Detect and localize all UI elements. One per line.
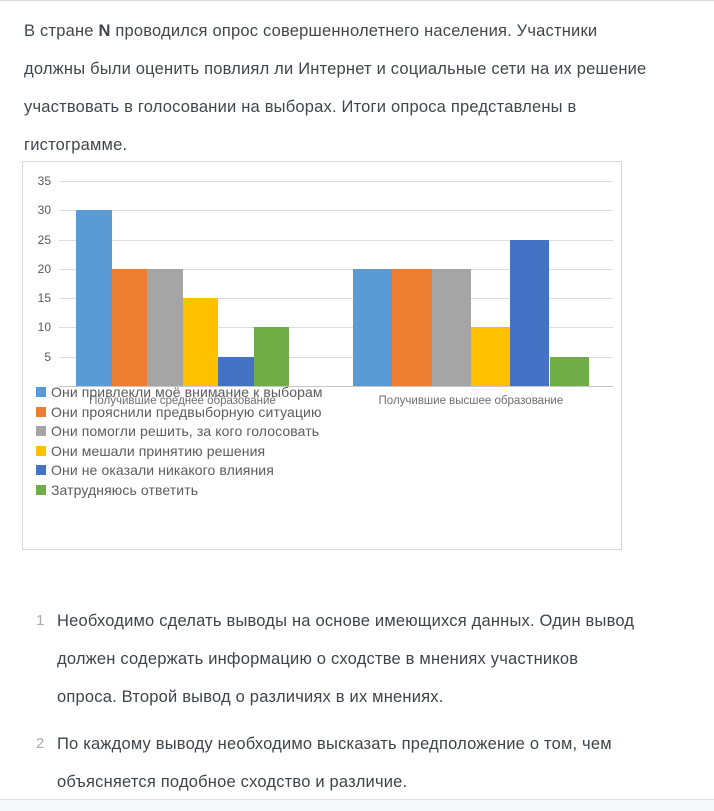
chart-bar [510, 239, 550, 386]
chart-bar [218, 356, 254, 386]
task-number: 1 [36, 612, 45, 629]
chart-bar [392, 268, 432, 386]
y-tick-label: 10 [37, 320, 51, 335]
chart-bar [353, 268, 393, 386]
y-tick-label: 30 [37, 203, 51, 218]
histogram-chart: 5 10 15 20 25 30 35 Получившие среднее образова… [22, 161, 622, 550]
legend-label: Затрудняюсь ответить [51, 482, 199, 498]
task-text-line: объясняется подобное сходство и различие… [57, 773, 408, 791]
chart-bar [147, 268, 183, 386]
task-number: 2 [36, 735, 45, 752]
y-tick-label: 15 [37, 291, 51, 306]
legend-item: Они не оказали никакого влияния [36, 462, 274, 478]
intro-paragraph: В стране N проводился опрос совершенноле… [24, 12, 704, 164]
intro-text: В стране [24, 22, 99, 40]
legend-label: Они не оказали никакого влияния [51, 462, 274, 479]
task-text-line: Необходимо сделать выводы на основе имею… [57, 612, 635, 630]
y-tick-label: 25 [37, 232, 51, 247]
y-gridline [59, 239, 613, 241]
intro-line-4: гистограмме. [24, 136, 128, 154]
intro-text: проводился опрос совершеннолетнего насел… [110, 22, 598, 40]
legend-swatch-icon [36, 485, 46, 495]
legend-label: Они привлекли моё внимание к выборам [51, 384, 323, 400]
legend-swatch-icon [36, 406, 46, 417]
y-tick-label: 5 [44, 349, 51, 364]
task-text-line: должен содержать информацию о сходстве в… [57, 650, 579, 668]
category-label: Получившие среднее образование [89, 395, 276, 407]
page-top-border [0, 0, 714, 1]
legend-item: Они мешали принятию решения [36, 443, 265, 459]
legend-label: Они мешали принятию решения [51, 442, 266, 459]
task-list: 1 Необходимо сделать выводы на основе им… [0, 602, 714, 801]
intro-line-3: участвовать в голосовании на выборах. Ит… [24, 98, 577, 116]
legend-swatch-icon [36, 426, 46, 437]
chart-bar [76, 210, 112, 386]
chart-bar [431, 268, 471, 386]
y-gridline [59, 268, 613, 270]
chart-bar [253, 327, 289, 386]
y-gridline [59, 356, 613, 358]
y-tick-label: 20 [37, 261, 51, 276]
task-item-2: 2 По каждому выводу необходимо высказать… [0, 725, 714, 801]
legend-swatch-icon [36, 445, 46, 456]
chart-bar [111, 268, 147, 386]
task-item-1: 1 Необходимо сделать выводы на основе им… [0, 602, 714, 716]
legend-item: Они помогли решить, за кого голосовать [36, 423, 319, 439]
intro-line-2: должны были оценить повлиял ли Интернет … [24, 60, 647, 78]
chart-bar [549, 356, 589, 386]
task-text-line: опроса. Второй вывод о различиях в их мн… [57, 688, 444, 706]
category-label: Получившие высшее образование [378, 395, 564, 407]
legend-label: Они помогли решить, за кого голосовать [51, 423, 320, 440]
legend-swatch-icon [36, 465, 46, 476]
legend-item: Они прояснили предвыборную ситуацию [36, 404, 322, 420]
y-gridline [59, 327, 613, 329]
legend-item: Они привлекли моё внимание к выборам [36, 384, 323, 400]
chart-bar [470, 327, 511, 386]
country-n-bold: N [98, 22, 111, 40]
y-gridline [59, 210, 613, 212]
footer-divider [0, 799, 714, 800]
legend-item: Затрудняюсь ответить [36, 482, 198, 498]
legend-swatch-icon [36, 387, 46, 397]
y-tick-label: 35 [37, 174, 51, 188]
y-gridline [59, 298, 613, 300]
task-text-line: По каждому выводу необходимо высказать п… [57, 735, 612, 753]
intro-line-1: В стране N проводился опрос совершенноле… [24, 12, 704, 50]
chart-bar [182, 298, 218, 386]
legend-label: Они прояснили предвыборную ситуацию [51, 403, 322, 420]
y-gridline [59, 181, 613, 182]
footer-strip [0, 800, 714, 811]
x-axis-line [59, 386, 613, 387]
